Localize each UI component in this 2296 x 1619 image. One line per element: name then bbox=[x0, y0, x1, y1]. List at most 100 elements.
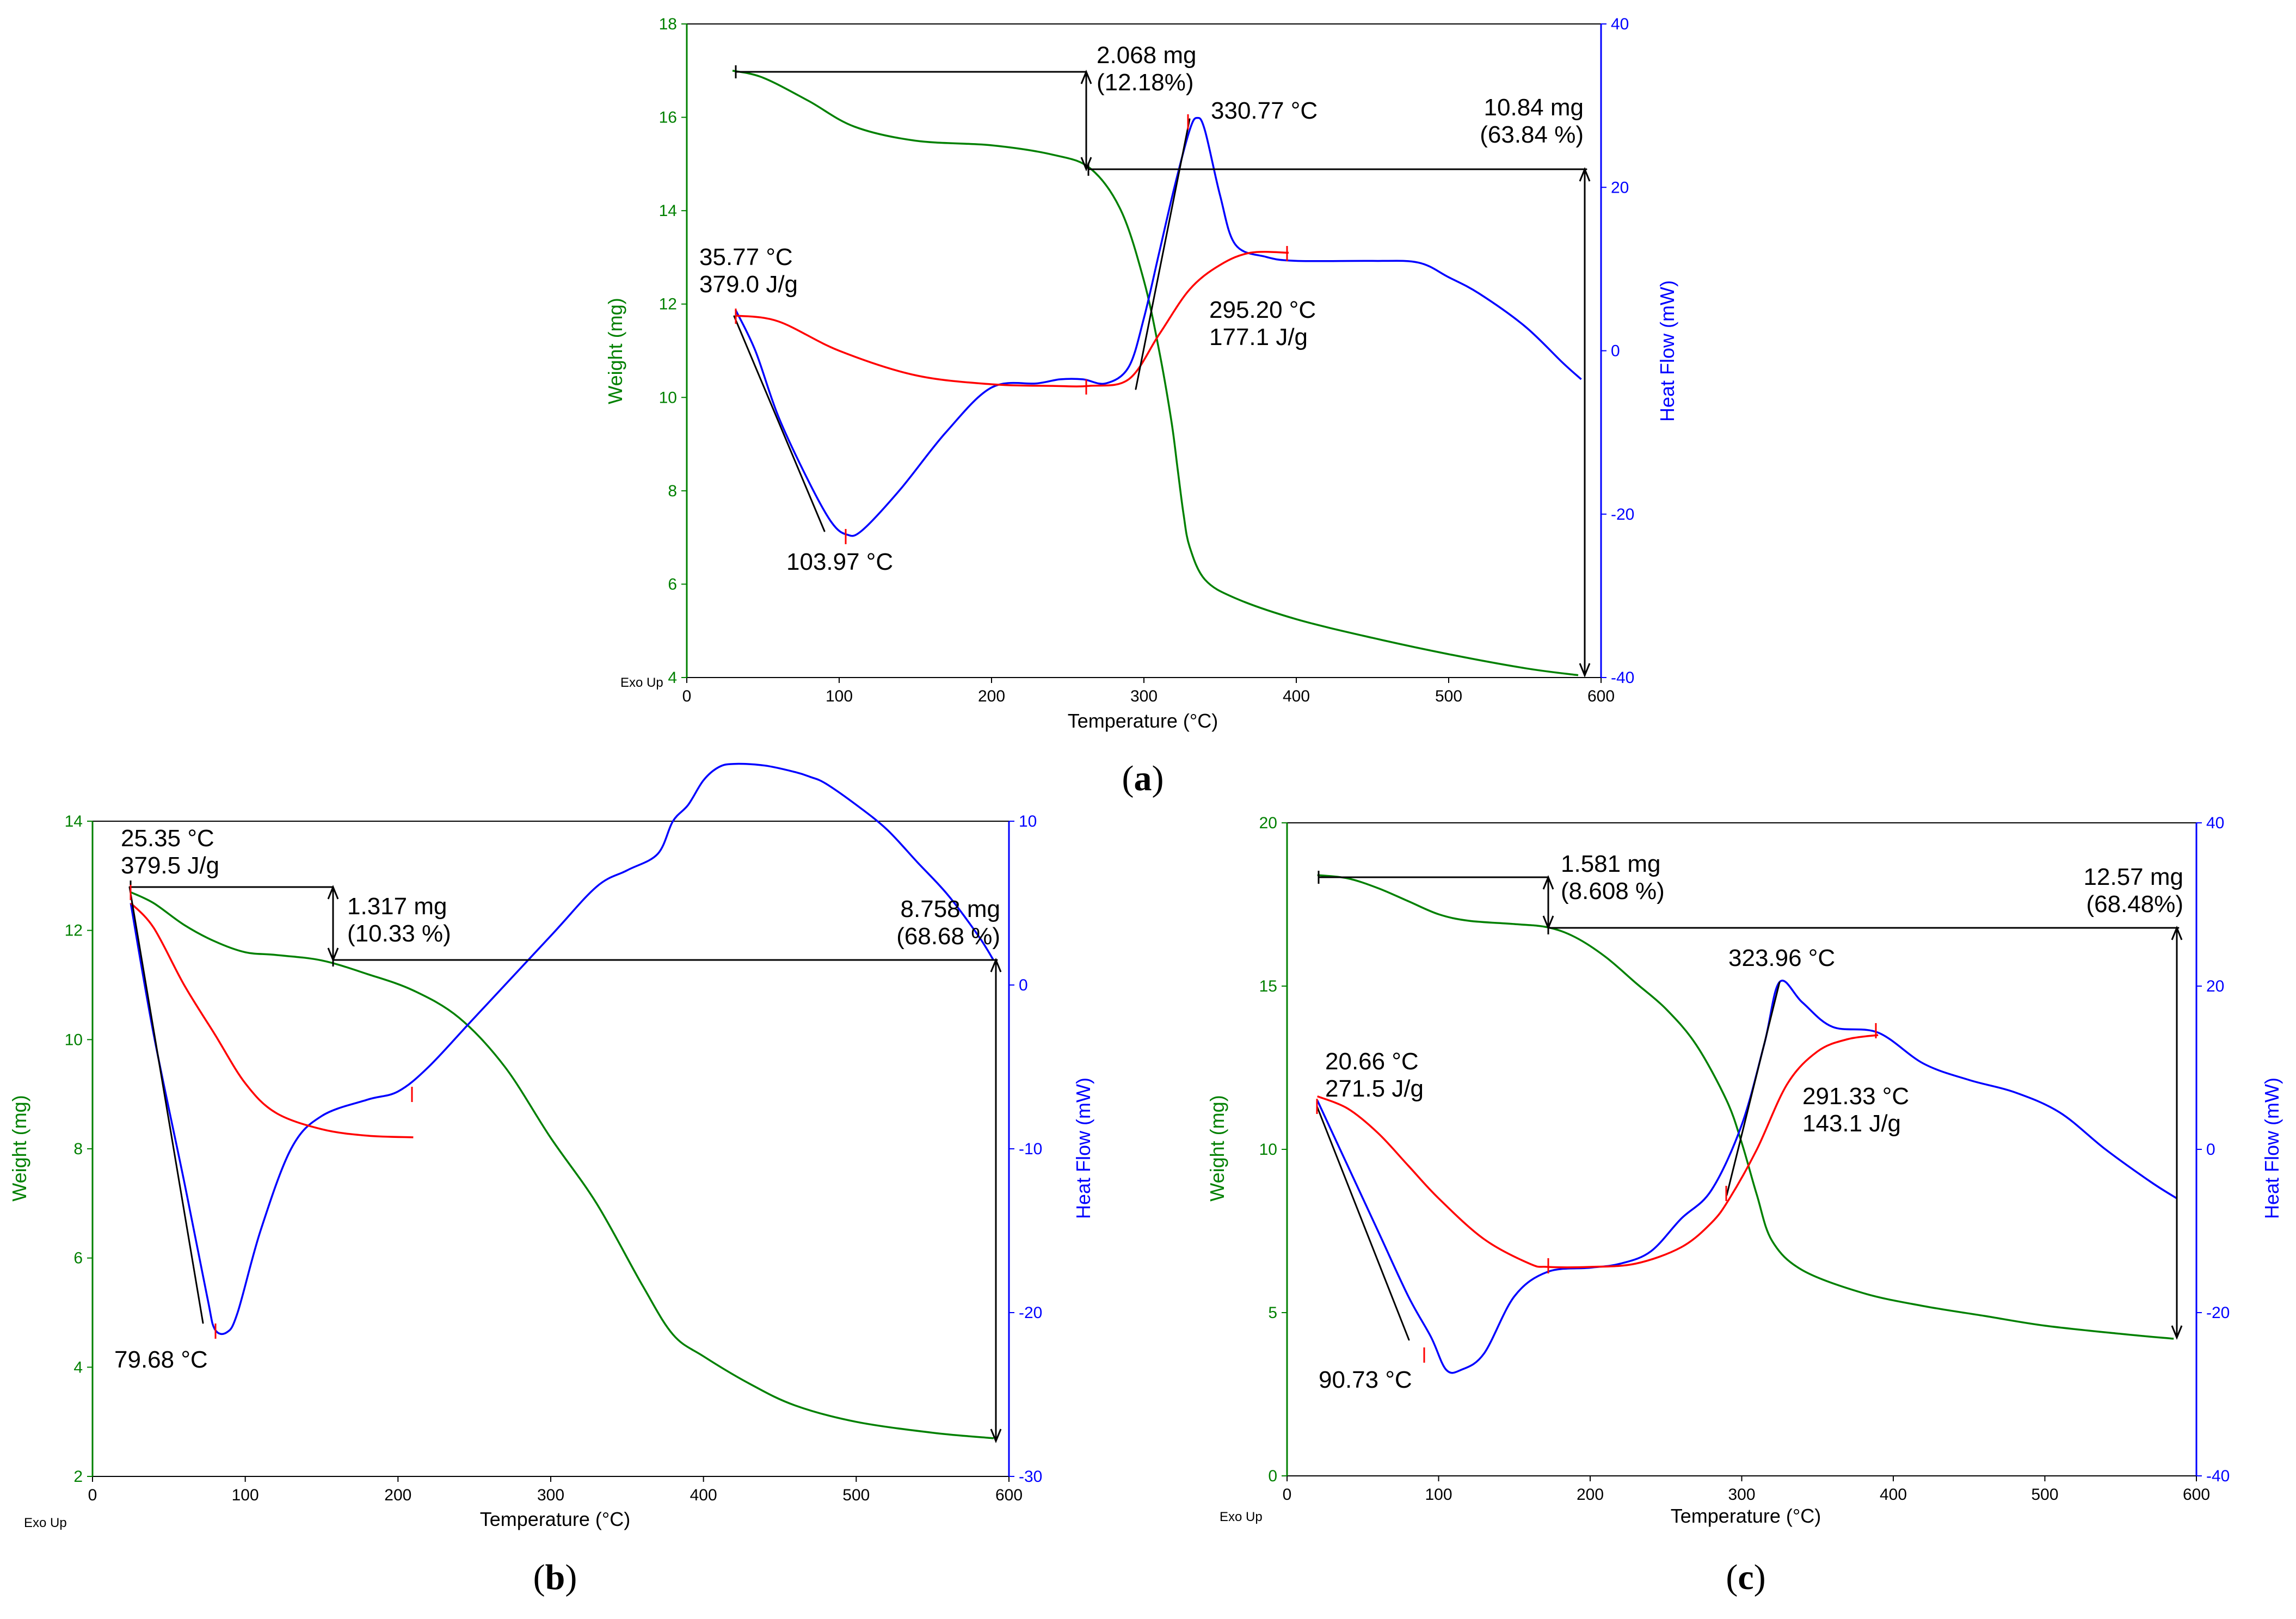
arrow-head bbox=[990, 958, 1002, 972]
y-left-tick-label: 0 bbox=[1268, 1467, 1277, 1485]
y-left-tick-label: 2 bbox=[73, 1468, 83, 1486]
annotation-line: 379.5 J/g bbox=[121, 852, 219, 879]
series-weight-line bbox=[130, 891, 994, 1439]
x-tick-label: 0 bbox=[682, 687, 692, 705]
x-tick-label: 400 bbox=[690, 1486, 717, 1504]
y-left-tick-label: 16 bbox=[659, 109, 677, 127]
y-left-tick-label: 18 bbox=[659, 15, 677, 33]
measurement-line bbox=[128, 886, 204, 1324]
annotation-line: 79.68 °C bbox=[114, 1346, 208, 1373]
x-tick-label: 500 bbox=[2031, 1486, 2058, 1504]
x-tick-label: 200 bbox=[978, 687, 1005, 705]
plot-frame bbox=[1287, 822, 2197, 1476]
y-right-tick-label: -20 bbox=[1019, 1304, 1042, 1322]
y-right-tick-label: -40 bbox=[2206, 1467, 2230, 1485]
series-heat-flow-line bbox=[1316, 980, 2177, 1374]
y-right-tick-label: 0 bbox=[1019, 976, 1028, 994]
y-left-tick-label: 14 bbox=[65, 812, 83, 830]
series-weight-line bbox=[732, 70, 1579, 676]
x-tick-label: 400 bbox=[1283, 687, 1310, 705]
annotation-line: 12.57 mg bbox=[2084, 864, 2183, 890]
panel-label-paren: ( bbox=[533, 1558, 545, 1597]
arrow-head bbox=[1579, 663, 1591, 678]
panel-label: (b) bbox=[533, 1558, 577, 1597]
panel-label-letter: b bbox=[545, 1558, 565, 1597]
annotation-line: 25.35 °C bbox=[121, 825, 214, 852]
annotation-line: 1.317 mg bbox=[347, 893, 447, 920]
chart-panel-c: 0 100 200 300 400 500 600 0 5 10 15 20 -40 -20 0 20 40 Te… bbox=[1206, 814, 2283, 1597]
x-tick-label: 0 bbox=[88, 1486, 97, 1504]
series-integration-baseline-line bbox=[735, 250, 1289, 387]
exo-up-label: Exo Up bbox=[620, 675, 663, 690]
y-right-tick-label: -20 bbox=[2206, 1304, 2230, 1322]
annotation-line: 8.758 mg bbox=[901, 896, 1000, 922]
panel-label: (a) bbox=[1122, 759, 1164, 798]
x-axis-label: Temperature (°C) bbox=[1068, 710, 1218, 732]
annotation: 10.84 mg (63.84 %) bbox=[1480, 94, 1584, 148]
y-left-tick-label: 6 bbox=[73, 1249, 83, 1267]
y-left-axis-label: Weight (mg) bbox=[604, 298, 626, 404]
chart-panel-a: 0 100 200 300 400 500 600 4 6 8 10 12 14 16 18 -40 -20 0 2… bbox=[604, 15, 1678, 798]
y-left-tick-label: 12 bbox=[659, 296, 677, 313]
y-right-tick-label: -30 bbox=[1019, 1468, 1042, 1486]
chart-panel-b: 0 100 200 300 400 500 600 2 4 6 8 10 12 14 -30 -20 -10 0 1… bbox=[8, 762, 1094, 1597]
annotation-line: (68.68 %) bbox=[896, 923, 1000, 950]
x-tick-label: 300 bbox=[1130, 687, 1158, 705]
x-tick-label: 500 bbox=[842, 1486, 870, 1504]
y-left-tick-label: 8 bbox=[73, 1140, 83, 1158]
panel-label-paren: ) bbox=[565, 1558, 577, 1597]
annotation: 79.68 °C bbox=[114, 1346, 208, 1373]
y-right-axis-label: Heat Flow (mW) bbox=[2261, 1078, 2283, 1219]
series-weight-line bbox=[1317, 874, 2174, 1340]
annotation-line: 103.97 °C bbox=[786, 549, 893, 575]
measurement-line bbox=[733, 315, 826, 532]
y-right-tick-label: 40 bbox=[1611, 15, 1629, 33]
x-tick-label: 100 bbox=[232, 1486, 259, 1504]
y-left-tick-label: 10 bbox=[65, 1031, 83, 1049]
y-left-tick-label: 8 bbox=[668, 482, 677, 500]
annotation-line: (10.33 %) bbox=[347, 920, 451, 947]
arrow-head bbox=[1542, 875, 1554, 890]
annotation-line: (8.608 %) bbox=[1561, 878, 1665, 904]
annotation-line: 20.66 °C bbox=[1325, 1048, 1419, 1075]
y-left-tick-label: 10 bbox=[659, 389, 677, 407]
y-right-tick-label: 20 bbox=[1611, 178, 1629, 196]
annotation: 8.758 mg (68.68 %) bbox=[896, 896, 1000, 950]
y-left-tick-label: 10 bbox=[1259, 1141, 1277, 1159]
arrow-head bbox=[2171, 1325, 2183, 1340]
panel-label-paren: ) bbox=[1754, 1558, 1766, 1597]
y-left-axis-label: Weight (mg) bbox=[1206, 1095, 1228, 1201]
measurement-line bbox=[1726, 981, 1781, 1196]
exo-up-label: Exo Up bbox=[24, 1516, 67, 1530]
x-tick-label: 200 bbox=[1577, 1486, 1604, 1504]
exo-up-label: Exo Up bbox=[1220, 1510, 1263, 1524]
annotation: 330.77 °C bbox=[1211, 97, 1318, 124]
series-heat-flow-line bbox=[735, 116, 1582, 537]
x-tick-label: 0 bbox=[1283, 1486, 1292, 1504]
annotation-line: 90.73 °C bbox=[1319, 1366, 1412, 1393]
x-tick-label: 600 bbox=[995, 1486, 1023, 1504]
y-left-tick-label: 12 bbox=[65, 922, 83, 940]
y-right-tick-label: -10 bbox=[1019, 1140, 1042, 1158]
annotation-line: (12.18%) bbox=[1097, 69, 1194, 96]
panel-label-paren: ( bbox=[1726, 1558, 1738, 1597]
y-left-tick-label: 5 bbox=[1268, 1304, 1277, 1322]
y-right-tick-label: 0 bbox=[1611, 342, 1620, 360]
annotation: 35.77 °C 379.0 J/g bbox=[699, 244, 798, 298]
panel-label-letter: c bbox=[1738, 1558, 1753, 1597]
annotation: 1.581 mg (8.608 %) bbox=[1561, 851, 1665, 904]
y-right-tick-label: -40 bbox=[1611, 669, 1634, 687]
x-tick-label: 300 bbox=[537, 1486, 564, 1504]
annotation: 103.97 °C bbox=[786, 549, 893, 575]
panel-label-paren: ( bbox=[1122, 759, 1134, 798]
x-tick-label: 600 bbox=[2183, 1486, 2210, 1504]
annotation-line: 379.0 J/g bbox=[699, 271, 798, 298]
y-right-tick-label: 0 bbox=[2206, 1141, 2215, 1159]
annotation-line: 2.068 mg bbox=[1097, 42, 1196, 69]
series-integration-baseline-line bbox=[1317, 1034, 1879, 1269]
annotation: 323.96 °C bbox=[1728, 945, 1835, 971]
annotation: 295.20 °C 177.1 J/g bbox=[1209, 297, 1316, 350]
annotation: 12.57 mg (68.48%) bbox=[2084, 864, 2183, 918]
annotation-line: 330.77 °C bbox=[1211, 97, 1318, 124]
